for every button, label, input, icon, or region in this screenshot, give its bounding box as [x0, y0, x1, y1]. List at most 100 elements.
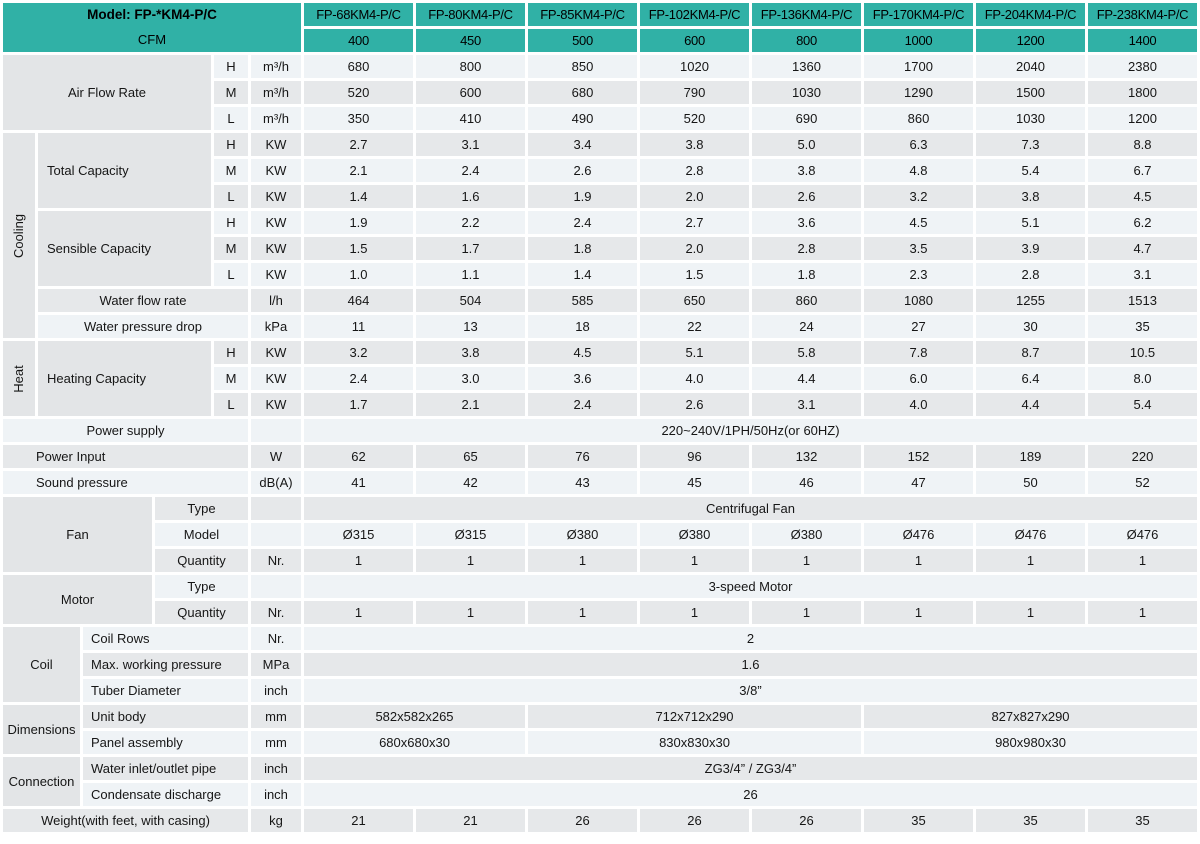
row-dim-unit-body-cell-2: mm — [251, 705, 301, 728]
label-water-pressure-drop: Water pressure drop — [38, 315, 248, 338]
row-cooling-sensible-l-cell-6: 1.8 — [752, 263, 861, 286]
row-motor-quantity-cell-0: Quantity — [155, 601, 248, 624]
row-airflow-h-cell-10: 2380 — [1088, 55, 1197, 78]
row-power-input-cell-2: 62 — [304, 445, 413, 468]
row-heating-m-cell-2: 2.4 — [304, 367, 413, 390]
row-coil-rows-cell-1: Coil Rows — [83, 627, 248, 650]
row-weight-cell-2: 21 — [304, 809, 413, 832]
row-airflow-m-cell-8: 1500 — [976, 81, 1085, 104]
row-cooling-sensible-h-cell-6: 2.7 — [640, 211, 749, 234]
row-power-input-cell-7: 152 — [864, 445, 973, 468]
row-cooling-total-m-cell-9: 6.7 — [1088, 159, 1197, 182]
row-heating-h-cell-5: 3.8 — [416, 341, 525, 364]
row-coil-tube-diameter-cell-0: Tuber Diameter — [83, 679, 248, 702]
row-weight: Weight(with feet, with casing) kg 21 21 26 26… — [3, 809, 1197, 832]
row-airflow-l-cell-4: 490 — [528, 107, 637, 130]
row-airflow-h-cell-5: 850 — [528, 55, 637, 78]
label-sensible-capacity: Sensible Capacity — [38, 211, 211, 286]
row-water-pressure-drop-cell-4: 18 — [528, 315, 637, 338]
row-water-pressure-drop-cell-1: kPa — [251, 315, 301, 338]
row-weight-cell-5: 26 — [640, 809, 749, 832]
row-power-input-cell-6: 132 — [752, 445, 861, 468]
row-cooling-sensible-l-cell-9: 3.1 — [1088, 263, 1197, 286]
power-supply-value: 220~240V/1PH/50Hz(or 60HZ) — [304, 419, 1197, 442]
cfm-header-label: CFM — [137, 32, 167, 48]
row-power-input: Power Input W 62 65 76 96 132 152 189 220 — [3, 445, 1197, 468]
row-motor-quantity-cell-4: 1 — [528, 601, 637, 624]
row-airflow-l-cell-5: 520 — [640, 107, 749, 130]
row-dim-panel-assembly: Panel assembly mm 680x680x30 830x830x30 980x… — [3, 731, 1197, 754]
row-water-pressure-drop-cell-3: 13 — [416, 315, 525, 338]
row-weight-cell-1: kg — [251, 809, 301, 832]
label-total-capacity: Total Capacity — [38, 133, 211, 208]
row-motor-quantity-cell-9: 1 — [1088, 601, 1197, 624]
row-water-pressure-drop-cell-5: 22 — [640, 315, 749, 338]
row-cooling-sensible-l: L KW 1.0 1.1 1.4 1.5 1.8 2.3 2.8 3.1 — [3, 263, 1197, 286]
row-airflow-h-cell-4: 800 — [416, 55, 525, 78]
row-cooling-total-m-cell-5: 2.8 — [640, 159, 749, 182]
row-cooling-total-l-cell-3: 1.6 — [416, 185, 525, 208]
row-cooling-total-h-cell-7: 3.8 — [640, 133, 749, 156]
row-fan-model-cell-6: Ø380 — [752, 523, 861, 546]
row-heating-m-cell-9: 8.0 — [1088, 367, 1197, 390]
row-cooling-total-l-cell-2: 1.4 — [304, 185, 413, 208]
row-water-flow-rate-cell-7: 1080 — [864, 289, 973, 312]
row-airflow-l-cell-1: m³/h — [251, 107, 301, 130]
row-heating-l-cell-2: 1.7 — [304, 393, 413, 416]
label-weight: Weight(with feet, with casing) — [3, 809, 248, 832]
row-dim-panel-assembly-cell-1: mm — [251, 731, 301, 754]
row-fan-model-cell-9: Ø476 — [1088, 523, 1197, 546]
row-heating-h: Heat Heating Capacity H KW 3.2 3.8 4.5 5.1 5.8 7.… — [3, 341, 1197, 416]
row-airflow-l-cell-0: L — [214, 107, 248, 130]
row-conn-water-pipe-cell-2: inch — [251, 757, 301, 780]
row-cooling-total-m-cell-3: 2.4 — [416, 159, 525, 182]
row-motor-type: Motor Type 3-speed Motor — [3, 575, 1197, 624]
row-dim-unit-body-cell-4: 712x712x290 — [528, 705, 861, 728]
row-water-flow-rate-cell-1: l/h — [251, 289, 301, 312]
row-power-input-cell-9: 220 — [1088, 445, 1197, 468]
row-heating-h-cell-9: 7.8 — [864, 341, 973, 364]
row-cooling-total-h-cell-4: 2.7 — [304, 133, 413, 156]
row-heating-h-cell-6: 4.5 — [528, 341, 637, 364]
row-fan-model: Model Ø315 Ø315 Ø380 Ø380 Ø380 Ø476 Ø476 Ø476 — [3, 523, 1197, 546]
row-water-flow-rate-cell-2: 464 — [304, 289, 413, 312]
row-water-pressure-drop-cell-6: 24 — [752, 315, 861, 338]
row-cooling-total-m-cell-1: KW — [251, 159, 301, 182]
condensate-discharge-value: 26 — [304, 783, 1197, 806]
label-heating-capacity: Heating Capacity — [38, 341, 211, 416]
row-heating-m-cell-6: 4.4 — [752, 367, 861, 390]
row-cooling-total-l-cell-6: 2.6 — [752, 185, 861, 208]
row-cooling-sensible-h-cell-1: H — [214, 211, 248, 234]
row-airflow-m-cell-3: 600 — [416, 81, 525, 104]
row-fan-type-cell-1: Type — [155, 497, 248, 520]
row-heating-h-cell-10: 8.7 — [976, 341, 1085, 364]
row-fan-model-cell-5: Ø380 — [640, 523, 749, 546]
label-water-flow-rate: Water flow rate — [38, 289, 248, 312]
row-cooling-sensible-h-cell-5: 2.4 — [528, 211, 637, 234]
row-heating-l-cell-1: KW — [251, 393, 301, 416]
row-heating-h-cell-4: 3.2 — [304, 341, 413, 364]
row-fan-type-cell-2 — [251, 497, 301, 520]
row-airflow-m-cell-1: m³/h — [251, 81, 301, 104]
row-cooling-sensible-m-cell-3: 1.7 — [416, 237, 525, 260]
label-power-supply: Power supply — [3, 419, 248, 442]
row-dim-unit-body-cell-5: 827x827x290 — [864, 705, 1197, 728]
row-heating-h-cell-8: 5.8 — [752, 341, 861, 364]
row-fan-quantity: Quantity Nr. 1 1 1 1 1 1 1 1 — [3, 549, 1197, 572]
row-cooling-total-l-cell-8: 3.8 — [976, 185, 1085, 208]
row-cooling-total-m-cell-4: 2.6 — [528, 159, 637, 182]
row-airflow-l-cell-7: 860 — [864, 107, 973, 130]
row-weight-cell-6: 26 — [752, 809, 861, 832]
row-cooling-total-m-cell-2: 2.1 — [304, 159, 413, 182]
row-cooling-sensible-l-cell-3: 1.1 — [416, 263, 525, 286]
row-cooling-sensible-l-cell-7: 2.3 — [864, 263, 973, 286]
row-cooling-sensible-l-cell-4: 1.4 — [528, 263, 637, 286]
water-pipe-value: ZG3/4” / ZG3/4” — [304, 757, 1197, 780]
row-cooling-sensible-l-cell-0: L — [214, 263, 248, 286]
row-airflow-h-cell-2: m³/h — [251, 55, 301, 78]
row-cooling-total-h-cell-2: H — [214, 133, 248, 156]
col-header-fp-204: FP-204KM4-P/C — [976, 3, 1085, 26]
row-cooling-total-l-cell-9: 4.5 — [1088, 185, 1197, 208]
row-weight-cell-9: 35 — [1088, 809, 1197, 832]
